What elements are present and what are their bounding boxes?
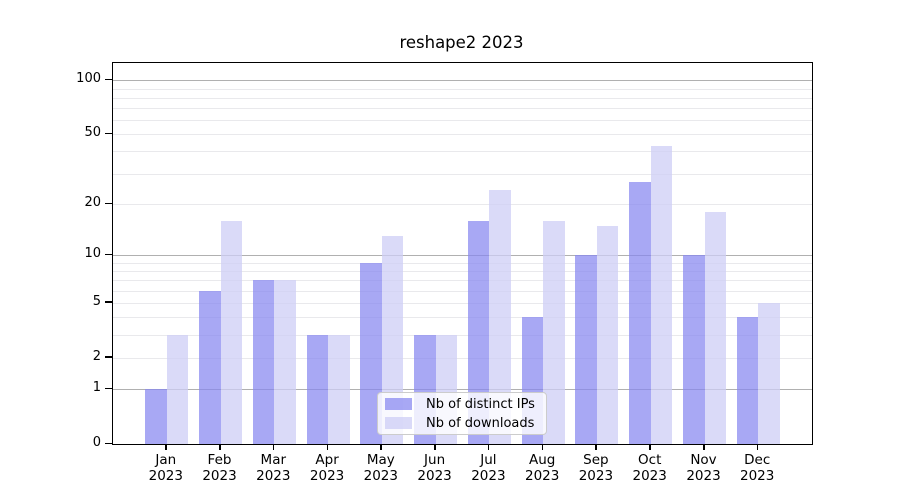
x-tick-label-aug: Aug 2023 — [525, 452, 560, 484]
gridline — [113, 204, 812, 206]
legend-item-distinct-ips: Nb of distinct IPs — [385, 396, 538, 412]
x-tick-mark — [434, 444, 436, 450]
bar-ips-jan — [145, 389, 167, 444]
gridline — [113, 255, 812, 257]
x-tick-label-dec: Dec 2023 — [740, 452, 775, 484]
gridline — [113, 357, 812, 359]
y-tick-mark — [105, 387, 112, 390]
legend: Nb of distinct IPs Nb of downloads — [377, 392, 547, 435]
x-tick-label-jul: Jul 2023 — [471, 452, 506, 484]
y-tick-label: 100 — [76, 71, 101, 87]
y-tick-label: 0 — [92, 435, 101, 450]
bar-ips-mar — [252, 280, 275, 444]
y-tick-mark — [105, 253, 112, 256]
x-tick-label-may: May 2023 — [363, 452, 398, 484]
gridline — [113, 97, 812, 99]
gridline — [113, 173, 812, 175]
bar-ips-feb — [199, 290, 221, 444]
legend-swatch-ips-icon — [385, 398, 412, 410]
bar-downloads-feb — [220, 220, 242, 444]
x-tick-mark — [380, 444, 382, 450]
bar-ips-may — [360, 262, 382, 444]
y-tick-label: 10 — [84, 246, 101, 262]
gridline — [113, 120, 812, 122]
x-tick-mark — [756, 444, 759, 450]
x-tick-label-apr: Apr 2023 — [309, 452, 345, 484]
x-tick-mark — [595, 444, 597, 450]
x-tick-mark — [487, 444, 490, 450]
gridline — [113, 151, 812, 153]
gridline — [113, 280, 812, 282]
y-tick-label: 1 — [92, 380, 101, 396]
gridline — [113, 317, 812, 319]
bar-downloads-jul — [489, 190, 511, 444]
bar-ips-jul — [467, 220, 490, 444]
gridline — [113, 302, 812, 304]
bar-ips-sep — [575, 255, 597, 444]
gridline — [113, 108, 812, 110]
x-tick-label-oct: Oct 2023 — [632, 452, 667, 484]
gridline — [113, 80, 812, 82]
bar-ips-apr — [306, 334, 329, 444]
x-tick-label-sep: Sep 2023 — [578, 452, 614, 484]
bar-downloads-apr — [328, 334, 350, 444]
x-tick-mark — [649, 444, 651, 450]
y-tick-mark — [105, 442, 112, 444]
y-tick-label: 2 — [92, 348, 101, 364]
plot-area — [112, 62, 813, 445]
chart-title: reshape2 2023 — [399, 33, 524, 52]
y-tick-mark — [105, 78, 112, 81]
legend-label-downloads: Nb of downloads — [426, 415, 535, 431]
legend-item-downloads: Nb of downloads — [385, 415, 538, 431]
bar-downloads-nov — [704, 212, 726, 444]
gridline — [113, 334, 812, 336]
bar-ips-oct — [629, 181, 651, 444]
x-tick-mark — [165, 444, 167, 450]
y-tick-mark — [105, 356, 112, 358]
bar-downloads-sep — [596, 225, 619, 444]
x-tick-label-jun: Jun 2023 — [417, 452, 452, 484]
gridline — [113, 270, 812, 272]
y-tick-mark — [105, 132, 112, 135]
x-tick-mark — [272, 444, 275, 450]
x-tick-mark — [703, 444, 705, 450]
y-tick-label: 5 — [92, 293, 101, 309]
bar-downloads-mar — [274, 280, 296, 444]
y-tick-mark — [105, 301, 112, 303]
gridline — [113, 290, 812, 292]
bar-ips-dec — [736, 317, 759, 444]
gridline — [113, 88, 812, 90]
legend-swatch-downloads-icon — [385, 417, 412, 429]
x-tick-label-feb: Feb 2023 — [202, 452, 237, 484]
y-tick-mark — [105, 202, 112, 205]
bar-downloads-dec — [758, 302, 780, 444]
x-tick-mark — [326, 444, 329, 450]
bar-downloads-jan — [166, 334, 189, 444]
x-tick-label-nov: Nov 2023 — [686, 452, 721, 484]
bar-downloads-aug — [543, 220, 565, 444]
bar-downloads-oct — [650, 145, 673, 444]
bar-ips-nov — [683, 255, 705, 444]
x-tick-mark — [219, 444, 221, 450]
legend-label-distinct-ips: Nb of distinct IPs — [426, 396, 535, 412]
gridline — [113, 389, 812, 391]
x-tick-mark — [541, 444, 544, 450]
y-tick-label: 20 — [84, 195, 101, 211]
y-tick-label: 50 — [84, 125, 101, 141]
x-tick-label-mar: Mar 2023 — [256, 452, 291, 484]
gridline — [113, 134, 812, 136]
x-tick-label-jan: Jan 2023 — [148, 452, 183, 484]
gridline — [113, 262, 812, 264]
